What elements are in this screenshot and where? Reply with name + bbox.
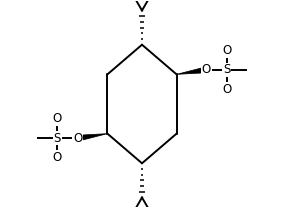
Text: O: O (53, 112, 62, 125)
Text: O: O (73, 132, 82, 145)
Text: O: O (222, 44, 231, 57)
Text: S: S (54, 132, 61, 145)
Text: S: S (223, 63, 230, 76)
Polygon shape (77, 134, 107, 141)
Polygon shape (177, 67, 207, 74)
Text: O: O (53, 151, 62, 164)
Text: O: O (202, 63, 211, 76)
Text: O: O (222, 83, 231, 96)
